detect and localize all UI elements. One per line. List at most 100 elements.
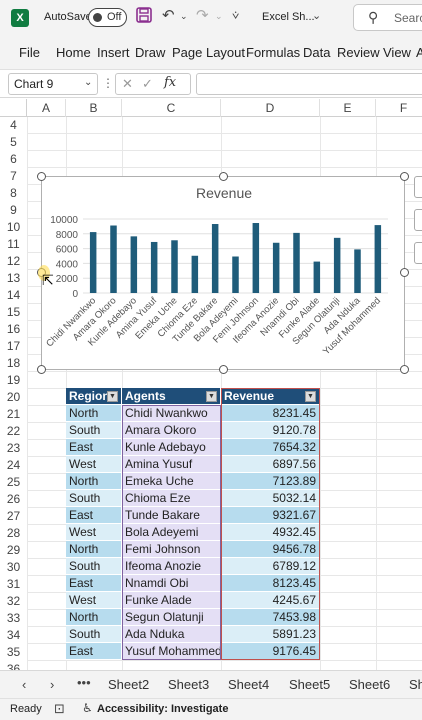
redo-dropdown-icon[interactable]: ⌄: [215, 11, 223, 21]
bar[interactable]: [293, 232, 300, 293]
row-header-25[interactable]: 25: [6, 475, 21, 489]
filter-dropdown-icon[interactable]: ▼: [206, 391, 217, 402]
scroll-right-icon[interactable]: ›: [50, 677, 55, 692]
check-icon[interactable]: ✓: [142, 76, 153, 91]
row-header-27[interactable]: 27: [6, 509, 21, 523]
sheet-tab[interactable]: Sheet4: [228, 677, 270, 692]
row-header-32[interactable]: 32: [6, 594, 21, 608]
table-cell-revenue[interactable]: 4932.45: [221, 524, 320, 541]
chevron-down-icon[interactable]: ⌄: [312, 10, 322, 22]
accessibility-status[interactable]: Accessibility: Investigate: [97, 703, 229, 715]
chevron-down-icon[interactable]: ⌄: [84, 77, 93, 88]
chart-elements-button[interactable]: [414, 176, 422, 198]
table-cell-agent[interactable]: Segun Olatunji: [122, 609, 221, 626]
row-header-21[interactable]: 21: [6, 407, 21, 421]
table-cell-region[interactable]: South: [66, 490, 122, 507]
sheet-tab[interactable]: Sheet5: [289, 677, 331, 692]
table-cell-region[interactable]: North: [66, 609, 122, 626]
table-cell-region[interactable]: South: [66, 626, 122, 643]
table-cell-region[interactable]: North: [66, 473, 122, 490]
search-box[interactable]: ⚲ Search: [353, 4, 422, 31]
bar[interactable]: [130, 236, 138, 293]
row-header-17[interactable]: 17: [6, 339, 21, 353]
row-header-33[interactable]: 33: [6, 611, 21, 625]
bar[interactable]: [333, 237, 341, 293]
resize-handle[interactable]: [37, 365, 46, 374]
filter-dropdown-icon[interactable]: ▼: [107, 391, 118, 402]
row-header-11[interactable]: 11: [7, 237, 20, 251]
cancel-icon[interactable]: ✕: [122, 76, 133, 91]
column-header-e[interactable]: E: [320, 99, 376, 117]
row-header-5[interactable]: 5: [10, 135, 17, 149]
row-header-14[interactable]: 14: [6, 288, 21, 302]
table-cell-revenue[interactable]: 7453.98: [221, 609, 320, 626]
filename[interactable]: Excel Sh...: [262, 11, 315, 23]
table-cell-region[interactable]: East: [66, 643, 122, 660]
row-header-30[interactable]: 30: [6, 560, 21, 574]
resize-handle[interactable]: [400, 268, 409, 277]
chart-styles-button[interactable]: [414, 209, 422, 231]
bar[interactable]: [313, 261, 321, 293]
bar[interactable]: [110, 225, 117, 293]
table-cell-region[interactable]: North: [66, 405, 122, 422]
formula-input[interactable]: [196, 73, 422, 95]
row-header-13[interactable]: 13: [6, 271, 21, 285]
table-cell-revenue[interactable]: 8231.45: [221, 405, 320, 422]
resize-handle[interactable]: [400, 365, 409, 374]
resize-handle[interactable]: [400, 172, 409, 181]
tab-page-layout[interactable]: Page Layout: [172, 45, 246, 60]
row-header-18[interactable]: 18: [6, 356, 21, 370]
tab-more[interactable]: A: [416, 45, 422, 60]
table-cell-agent[interactable]: Kunle Adebayo: [122, 439, 221, 456]
resize-handle[interactable]: [219, 365, 228, 374]
resize-handle[interactable]: [219, 172, 228, 181]
column-header-c[interactable]: C: [122, 99, 221, 117]
row-header-6[interactable]: 6: [10, 152, 17, 166]
table-cell-region[interactable]: West: [66, 456, 122, 473]
column-header-agent[interactable]: Agents ▼: [122, 388, 221, 405]
row-header-16[interactable]: 16: [6, 322, 21, 336]
autosave-toggle[interactable]: Off: [88, 8, 127, 27]
table-cell-revenue[interactable]: 6897.56: [221, 456, 320, 473]
revenue-chart[interactable]: Revenue 0 2000 4000 6000 8000 10000 Chidi Nwan…: [41, 176, 405, 370]
tab-file[interactable]: File: [19, 45, 40, 60]
bar[interactable]: [232, 256, 239, 293]
bar[interactable]: [89, 232, 97, 293]
column-header-revenue[interactable]: Revenue ▼: [221, 388, 320, 405]
bar[interactable]: [191, 255, 199, 293]
table-cell-agent[interactable]: Tunde Bakare: [122, 507, 221, 524]
row-header-28[interactable]: 28: [6, 526, 21, 540]
row-header-9[interactable]: 9: [10, 203, 17, 217]
resize-handle[interactable]: [37, 172, 46, 181]
table-cell-agent[interactable]: Funke Alade: [122, 592, 221, 609]
table-cell-revenue[interactable]: 5891.23: [221, 626, 320, 643]
table-cell-agent[interactable]: Bola Adeyemi: [122, 524, 221, 541]
scroll-left-icon[interactable]: ‹: [22, 677, 27, 692]
table-cell-agent[interactable]: Ifeoma Anozie: [122, 558, 221, 575]
table-cell-region[interactable]: South: [66, 422, 122, 439]
macro-record-icon[interactable]: ⊡: [54, 701, 65, 716]
tab-data[interactable]: Data: [303, 45, 331, 60]
bar[interactable]: [150, 241, 158, 293]
sheet-tab[interactable]: Sheet3: [168, 677, 210, 692]
table-cell-region[interactable]: West: [66, 524, 122, 541]
row-header-15[interactable]: 15: [6, 305, 21, 319]
column-header-f[interactable]: F: [376, 99, 422, 117]
sheet-tab[interactable]: Sheet2: [108, 677, 150, 692]
table-cell-revenue[interactable]: 7123.89: [221, 473, 320, 490]
bar[interactable]: [252, 223, 260, 293]
table-cell-revenue[interactable]: 9176.45: [221, 643, 320, 660]
table-cell-region[interactable]: West: [66, 592, 122, 609]
row-header-24[interactable]: 24: [6, 458, 21, 472]
table-cell-agent[interactable]: Femi Johnson: [122, 541, 221, 558]
row-header-35[interactable]: 35: [6, 645, 21, 659]
table-cell-agent[interactable]: Nnamdi Obi: [122, 575, 221, 592]
table-cell-agent[interactable]: Amara Okoro: [122, 422, 221, 439]
table-cell-agent[interactable]: Amina Yusuf: [122, 456, 221, 473]
row-header-20[interactable]: 20: [6, 390, 21, 404]
tab-home[interactable]: Home: [56, 45, 91, 60]
table-cell-agent[interactable]: Emeka Uche: [122, 473, 221, 490]
table-cell-region[interactable]: North: [66, 541, 122, 558]
table-cell-agent[interactable]: Ada Nduka: [122, 626, 221, 643]
filter-dropdown-icon[interactable]: ▼: [305, 391, 316, 402]
